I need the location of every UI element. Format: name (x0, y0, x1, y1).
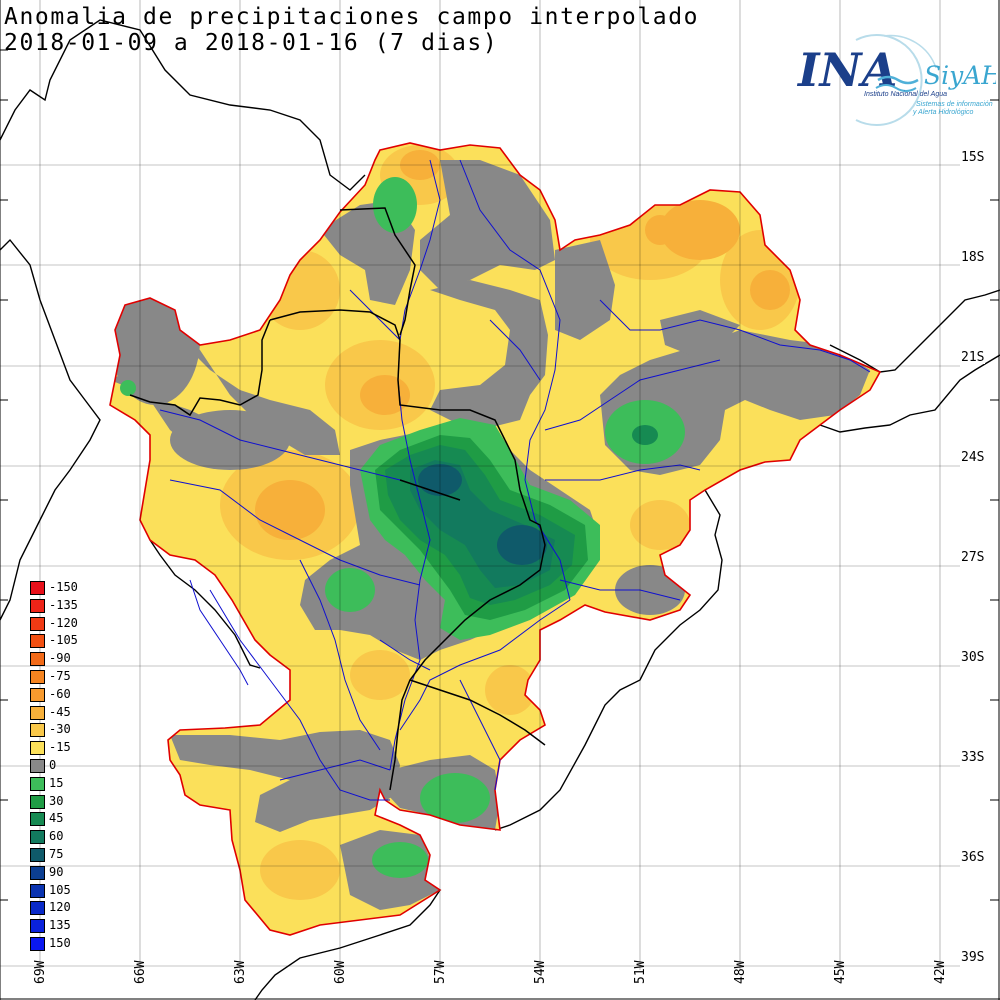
legend-label: -15 (49, 740, 71, 755)
lat-label-39s: 39S (960, 950, 986, 965)
legend-swatch (30, 830, 45, 845)
svg-text:Sistemas de información: Sistemas de información (916, 101, 993, 108)
legend-label: 15 (49, 775, 64, 790)
legend-swatch (30, 812, 45, 827)
lon-label-42w: 42W (933, 960, 948, 984)
legend-swatch (30, 723, 45, 738)
lon-label-60w: 60W (333, 960, 348, 984)
legend-label: -135 (49, 597, 78, 612)
legend-label: -45 (49, 704, 71, 719)
legend-swatch (30, 865, 45, 880)
lat-label-30s: 30S (960, 650, 986, 665)
legend-swatch (30, 598, 45, 613)
legend-swatch (30, 776, 45, 791)
anomaly-field (110, 143, 880, 935)
legend-label: 150 (49, 935, 71, 950)
lon-label-54w: 54W (533, 960, 548, 984)
basin-boundary (109, 142, 882, 936)
lat-label-33s: 33S (960, 750, 986, 765)
legend-label: 120 (49, 900, 71, 915)
legend-swatch (30, 847, 45, 862)
legend-label: -120 (49, 615, 78, 630)
lon-label-57w: 57W (433, 960, 448, 984)
svg-text:y Alerta Hidrológico: y Alerta Hidrológico (912, 109, 974, 116)
legend-swatch (30, 616, 45, 631)
lat-label-21s: 21S (960, 350, 986, 365)
lon-label-45w: 45W (833, 960, 848, 984)
political-boundaries (129, 207, 546, 791)
lon-label-66w: 66W (133, 960, 148, 984)
lat-label-36s: 36S (960, 850, 986, 865)
legend-label: 90 (49, 864, 64, 879)
legend-swatch (30, 741, 45, 756)
ina-siyah-logo: INA SiyAH Instituto Nacional del Agua Si… (796, 34, 996, 126)
lat-label-27s: 27S (960, 550, 986, 565)
coastline-outlines (0, 19, 1000, 1000)
legend-swatch (30, 687, 45, 702)
legend-label: -90 (49, 651, 71, 666)
legend-label: 105 (49, 882, 71, 897)
legend-swatch (30, 634, 45, 649)
legend-label: 75 (49, 846, 64, 861)
graticule (0, 0, 960, 970)
legend-swatch (30, 705, 45, 720)
lon-label-48w: 48W (733, 960, 748, 984)
legend-swatch (30, 919, 45, 934)
svg-text:Instituto Nacional del Agua: Instituto Nacional del Agua (864, 91, 947, 98)
legend-swatch (30, 901, 45, 916)
legend-label: -60 (49, 686, 71, 701)
legend-swatch (30, 936, 45, 951)
lon-label-63w: 63W (233, 960, 248, 984)
legend-swatch (30, 669, 45, 684)
map-date-range: 2018-01-09 a 2018-01-16 (7 dias) (4, 30, 499, 56)
legend-label: 135 (49, 918, 71, 933)
legend-swatch (30, 758, 45, 773)
lat-label-24s: 24S (960, 450, 986, 465)
svg-text:SiyAH: SiyAH (924, 61, 996, 90)
legend-label: -150 (49, 580, 78, 594)
legend-swatch (30, 652, 45, 667)
lon-label-51w: 51W (633, 960, 648, 984)
legend-label: 45 (49, 811, 64, 826)
lat-label-18s: 18S (960, 250, 986, 265)
svg-text:INA: INA (796, 43, 897, 97)
legend-swatch (30, 794, 45, 809)
legend-label: 60 (49, 829, 64, 844)
legend-label: -75 (49, 668, 71, 683)
map-title: Anomalia de precipitaciones campo interp… (4, 4, 700, 30)
legend-label: -30 (49, 722, 71, 737)
legend-swatch (30, 883, 45, 898)
legend-label: -105 (49, 633, 78, 648)
lat-label-15s: 15S (960, 150, 986, 165)
legend-label: 30 (49, 793, 64, 808)
legend-label: 0 (49, 757, 57, 772)
lon-label-69w: 69W (33, 960, 48, 984)
legend-swatch (30, 581, 45, 595)
